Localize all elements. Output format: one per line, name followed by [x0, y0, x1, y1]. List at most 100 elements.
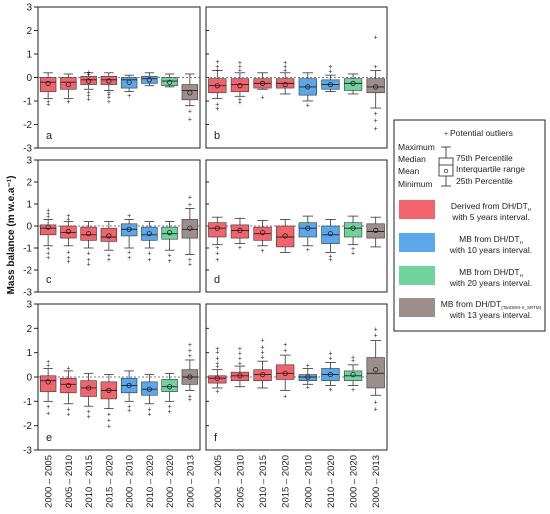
box-5yr: ++++ [39, 359, 57, 417]
box-iqr [230, 371, 250, 381]
outlier-marker: + [87, 90, 91, 97]
outlier-marker: + [215, 250, 219, 257]
outlier-marker: + [107, 92, 111, 99]
outlier-marker: + [188, 397, 192, 404]
outlier-marker: + [374, 126, 378, 133]
box-5yr: ++++ [100, 72, 118, 106]
category-label: 2015 – 2020 [281, 455, 292, 508]
outlier-marker: + [107, 94, 111, 101]
box-13yr: ++ [181, 73, 199, 124]
box-iqr [141, 381, 158, 396]
box-iqr [100, 227, 118, 242]
box-10yr: +++ [120, 213, 138, 262]
y-tick-label: 0 [26, 373, 32, 384]
category-label: 2000 – 2005 [44, 455, 55, 508]
outlier-marker: + [66, 407, 70, 414]
y-tick-label: 1 [26, 50, 32, 61]
legend: + Potential outliers Maximum Median Mean Mini… [393, 119, 546, 332]
mean-marker [373, 367, 379, 373]
outlier-marker: + [168, 409, 172, 416]
box-20yr: ++ [343, 215, 363, 257]
legend-frame [393, 119, 546, 332]
outlier-marker: + [261, 354, 265, 361]
box-5yr: ++++ [230, 346, 250, 388]
outlier-marker: + [328, 351, 332, 358]
box-10yr: ++ [141, 221, 158, 264]
outlier-marker: + [147, 412, 151, 419]
y-tick-label: -2 [23, 421, 32, 432]
mean-marker [373, 84, 379, 90]
key-left-label: Median [398, 154, 426, 164]
outlier-marker: + [46, 211, 50, 218]
category-label: 2000 – 2005 [213, 455, 224, 508]
box-5yr: +++++ [60, 213, 77, 266]
y-tick-label: 3 [26, 300, 32, 311]
box-iqr [60, 77, 77, 90]
mean-marker [106, 78, 112, 84]
legend-swatch-20yr [399, 266, 435, 285]
mean-marker [237, 227, 243, 233]
mean-marker [259, 371, 266, 378]
outlier-marker: + [147, 250, 151, 257]
box-10yr: ++ [321, 218, 340, 264]
outlier-marker: + [188, 117, 192, 124]
box-iqr [39, 224, 57, 236]
mean-marker [214, 375, 220, 381]
outlier-marker: + [238, 97, 242, 104]
outlier-marker: + [188, 202, 192, 209]
y-tick-label: -3 [23, 288, 32, 299]
key-mean [443, 168, 449, 174]
legend-entry-line2: with 13 years interval. [449, 310, 532, 320]
box-13yr: ++++ [181, 194, 199, 268]
box-5yr: ++++ [253, 337, 272, 389]
box-20yr: ++ [161, 372, 178, 416]
box-iqr [366, 357, 385, 389]
outlier-marker: + [261, 349, 265, 356]
mean-marker [146, 77, 152, 83]
mean-marker [187, 374, 193, 380]
mean-marker [259, 230, 266, 236]
outlier-marker: + [215, 106, 219, 113]
mean-marker [327, 371, 334, 378]
mean-marker [65, 228, 71, 235]
outlier-marker: + [374, 118, 378, 125]
outlier-marker: + [66, 216, 70, 223]
category-label: 2000 – 2020 [165, 455, 176, 508]
outlier-marker: + [238, 360, 242, 367]
mean-marker [126, 226, 132, 232]
outlier-marker: + [127, 255, 131, 262]
outlier-marker: + [188, 342, 192, 349]
box-iqr [120, 223, 138, 237]
outlier-marker: + [87, 261, 91, 268]
key-right-label: Interquartile range [456, 164, 525, 174]
mean-marker [305, 374, 311, 380]
outlier-marker: + [238, 64, 242, 71]
outlier-marker: + [351, 354, 355, 361]
box-10yr: ++ [321, 64, 340, 92]
outlier-marker: + [127, 408, 131, 415]
legend-entry-subscript: H [528, 207, 531, 212]
mean-marker [86, 78, 92, 84]
legend-entry-line1: Derived from DH/DTH [451, 201, 531, 212]
outlier-marker: + [374, 34, 378, 41]
box-iqr [120, 77, 138, 89]
mean-marker [327, 81, 334, 88]
outlier-marker: + [168, 258, 172, 265]
box-10yr [141, 72, 158, 87]
category-label: 2000 – 2010 [125, 455, 136, 508]
legend-swatch-10yr [399, 233, 435, 252]
box-13yr [366, 216, 385, 248]
panel-label: a [46, 130, 53, 142]
outlier-marker: + [215, 64, 219, 71]
box-5yr: +++++ [230, 60, 250, 107]
key-left-label: Mean [398, 166, 420, 176]
panel-label: e [46, 432, 52, 444]
box-iqr [60, 225, 77, 239]
outlier-marker: + [351, 387, 355, 394]
y-tick-label: 0 [26, 222, 32, 233]
y-tick-label: 0 [26, 73, 32, 84]
box-iqr [161, 379, 178, 392]
mean-marker [282, 233, 288, 239]
outlier-marker: + [328, 68, 332, 75]
